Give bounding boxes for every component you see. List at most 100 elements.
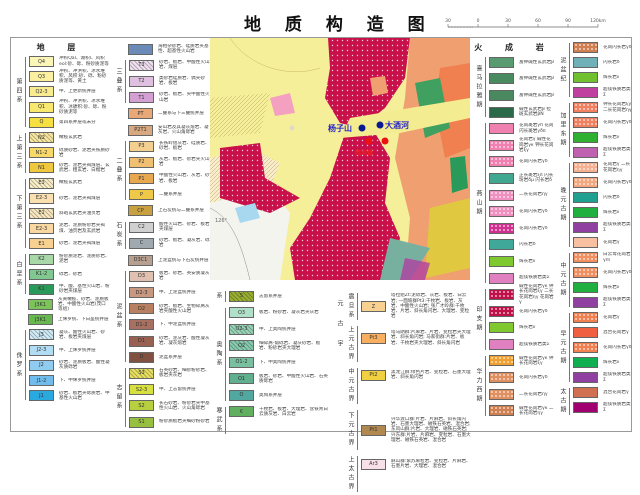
legend-item-text: 超镁铁质岩类Σ xyxy=(603,372,631,383)
legend-swatch xyxy=(489,255,514,267)
legend-item-text: 辉长岩ν xyxy=(603,134,620,140)
legend-group-label xyxy=(112,44,125,54)
legend-item: J2 砂岩、泥质板岩、酸性凝灰质砾岩 xyxy=(29,358,111,373)
legend-swatch xyxy=(489,239,514,251)
legend-group: 上第三系 N2 橄榄玄武岩 N1-2 砾质砂岩、泥岩夹铁质砂岩 N1 砂岩、泥岩夹褐煤层、玄… xyxy=(12,130,110,176)
legend-item: 花岗闪长岩γδ xyxy=(489,154,555,171)
legend-item-text: 砂岩、泥岩夹褐煤层、玄武岩、粗玄岩、白榴岩 xyxy=(59,162,110,173)
legend-item: O2-3 中、上奥陶统并层 xyxy=(229,321,329,338)
legend-item-text: 长石砂岩、粉砂岩夹中基性火山岩、火山角砾岩 xyxy=(159,400,210,411)
legend-swatch xyxy=(573,207,598,218)
legend-swatch: C xyxy=(129,237,154,249)
legend-item: N2 橄榄玄武岩 xyxy=(29,130,111,145)
legend-item-text: 辉长岩ν xyxy=(603,209,620,215)
legend-item: Ar3 麻山群:紫苏麻粒岩、变粒岩、片麻岩、石墨片岩、大理岩、混合岩 xyxy=(361,453,471,475)
legend-item-text: 泥盆系并层 xyxy=(159,354,182,360)
legend-swatch: Pt2 xyxy=(361,369,386,381)
legend-group: 上元古界 Pt3 塔马朗群:片麻岩、片岩、变粒岩夹大理岩、斜长角闪岩; 马家街群:片… xyxy=(344,323,471,365)
legend-group-label: 太古期 xyxy=(556,388,570,415)
legend-group: 加里东期 钾长花岗岩ξγ 二长花岗岩ηγ 花岗闪长岩γδ 辉长岩ν 超镁铁质岩类Σ xyxy=(556,100,632,160)
legend-swatch: J3K1 xyxy=(28,299,53,311)
geologic-map[interactable]: 杨子山 大酒河 西河镇 126° xyxy=(210,38,470,280)
legend-group: 下元古界 Pt1 兴华渡口群:片岩、片麻岩、斜长角闪岩、石墨大理岩、磁铁石英岩、混合… xyxy=(344,407,471,453)
legend-group-label: 第四系 xyxy=(12,57,26,127)
legend-group-label: 燕山期 xyxy=(472,123,486,284)
legend-item: 花岗闪长岩γδ xyxy=(573,115,633,130)
legend-item-text: 混合花岗岩γ xyxy=(603,329,629,335)
legend-item-text: 二叠系与下三叠统并层 xyxy=(158,111,204,117)
legend-item-text: 上侏罗统、下白垩统并层 xyxy=(58,317,109,323)
legend-group-label xyxy=(112,109,125,135)
legend-swatch: D3C1 xyxy=(128,254,153,266)
legend-item: T1 砂岩、板岩、夹中酸性火山岩 xyxy=(129,90,211,106)
legend-group-label: 印支期 xyxy=(472,289,486,350)
legend-item: K2 粉砂质泥岩、泥质砂岩、泥岩 xyxy=(29,251,111,266)
legend-swatch: P3 xyxy=(129,140,154,152)
legend-item: 辉长岩ν xyxy=(573,280,633,295)
legend-group: CP 上石炭统与二叠系并层 xyxy=(112,203,210,219)
legend-group: 晚元古期 花岗岩γ 二长花岗岩ηγ 花岗闪长岩γδ 闪长岩δ 辉长岩ν 超镁铁质岩类Σ 花岗… xyxy=(556,160,632,250)
legend-item-text: 奥陶系并层 xyxy=(259,392,282,398)
legend-item: E2-3 砂岩、泥岩夹褐煤层 xyxy=(29,191,111,206)
legend-swatch xyxy=(489,272,514,284)
legend-swatch: CP xyxy=(128,205,153,217)
legend-group: 下第三系 E3 橄榄玄武岩 E2-3 砂岩、泥岩夹褐煤层 E1 斜斑玄武岩夹油页岩 E2-3 泥… xyxy=(12,176,110,252)
legend-item-text: 酸性火山岩、砂岩、板岩夹煤层 xyxy=(159,221,210,233)
map-label-blue-2: 大酒河 xyxy=(385,121,409,130)
legend-swatch: T2 xyxy=(129,75,154,87)
legend-item: CP 上石炭统与二叠系并层 xyxy=(128,203,210,219)
legend-group: 寒武系 € 千枚岩、板岩、大理岩、含铁青白云质灰岩、白云岩 xyxy=(212,404,330,437)
legend-item-text: 志留系并层 xyxy=(259,293,282,299)
legend-swatch xyxy=(573,102,598,113)
map-label-blue-1: 杨子山 xyxy=(328,124,352,133)
legend-group: 系 S 志留系并层 xyxy=(212,288,330,305)
legend-swatch: D2-3 xyxy=(129,287,154,299)
legend-swatch: T1 xyxy=(129,92,154,104)
legend-group: 泥盆系 D3 板岩、砂岩、英安质凝灰岩 D2-3 中、上泥盆统并层 D2 砂岩、板岩、生物碎… xyxy=(112,268,210,365)
legend-item: 二长花岗岩ηγ xyxy=(489,187,555,204)
legend-swatch xyxy=(489,222,514,234)
legend-item: D 泥盆系并层 xyxy=(129,349,211,365)
legend-item: Z 塔拉组Zt:泥砾岩、灰岩、板岩、白云岩; 一面坡群Pt3:千枚岩、板岩、灰岩、… xyxy=(361,290,471,323)
legend-swatch: S1 xyxy=(129,416,154,428)
legend-item: D1 砂岩、泥灰岩、酸性凝灰岩、凝灰熔岩 xyxy=(129,333,211,349)
legend-item: 超镁铁质岩类Σ xyxy=(573,400,633,415)
legend-item-text: 花岗岩γ 二长花岗岩ηγ xyxy=(603,162,631,173)
legend-item-text: 花岗斑岩γπ 花岗闪长斑岩γδπ xyxy=(519,123,554,134)
legend-group: 志留系 S3 石英砂岩、细砂粉砂岩、板岩夹灰岩 S2-3 中、上志留统并层 S2 长石砂岩、… xyxy=(112,365,210,430)
legend-group: 燕山期 花岗斑岩γπ 花岗闪长斑岩γδπ 花岗岩γ 碱性花岗岩γκ 钾长花岗岩ξγ 花… xyxy=(472,120,556,286)
legend-item: O1 板岩、砂岩、中酸性火山岩、石英质砾岩 xyxy=(229,371,329,388)
legend-swatch xyxy=(489,388,514,400)
legend-item-text: 橄榄玄武岩 xyxy=(59,134,82,140)
legend-item: 花岗岩γ 二长花岗岩ηγ xyxy=(573,160,633,175)
legend-item: 混合花岗岩γ xyxy=(573,325,633,340)
legend-item-text: 长铁岭组灰岩、硅质岩、砂岩、板岩 xyxy=(159,141,210,152)
legend-swatch xyxy=(489,405,514,417)
legend-swatch: O2 xyxy=(229,340,254,352)
legend-igneous-col2: 泥盆纪 花岗闪长岩γδ 闪长岩δ 辉长岩ν 超镁铁质岩类Σ 加里东期 钾长花岗岩ξγ 二长花… xyxy=(556,40,632,418)
legend-group-label: 早元古期 xyxy=(556,313,570,382)
legend-item-text: 中、上奥陶统并层 xyxy=(259,326,296,332)
legend-item-text: 砂岩、板岩、凝灰岩、砾岩 xyxy=(159,238,210,249)
legend-item: Pt1 兴华渡口群:片岩、片麻岩、斜长角闪岩、石墨大理岩、磁铁石英岩、混合岩; 东… xyxy=(361,407,471,453)
legend-item: 花岗闪长岩γδ xyxy=(573,265,633,280)
legend-item-text: 砾质砂岩、泥岩夹铁质砂岩 xyxy=(59,147,110,158)
legend-swatch xyxy=(489,89,514,101)
legend-igneous-col1: 火 成 岩 喜马拉雅期 富钾碱性玄武岩β 富钾碱性玄武岩β 富钾碱性玄武岩β 碱性玄武岩… xyxy=(472,40,556,419)
legend-item-text: 花岗闪长岩γδ xyxy=(519,159,548,165)
legend-item: Q4 冲积Qal、湖积l、风积eol:砂、砾、粉砂质泥等 xyxy=(29,54,111,69)
legend-item-text: 细碎屑-角砾岩、凝灰砂岩、板岩、粉砂岩夹大理岩 xyxy=(259,340,321,351)
legend-item-text: 粉砂质泥岩、泥质砂岩、泥岩 xyxy=(59,253,110,265)
legend-item: 花岗岩γ xyxy=(573,235,633,250)
legend-group-label: 华力西期 xyxy=(472,355,486,417)
legend-item-text: 砂岩、泥岩夹褐煤层 xyxy=(59,241,101,247)
legend-group-proterozoic: 元古宇 xyxy=(336,300,343,360)
legend-item-text: 砂岩、板岩夹砾质岩、中基性火山岩 xyxy=(59,390,110,401)
legend-swatch: E3 xyxy=(29,177,54,189)
legend-swatch: P2T1 xyxy=(128,124,153,136)
legend-group-label: 上元古界 xyxy=(344,326,358,362)
legend-item-text: 塔拉组Zt:泥砾岩、灰岩、板岩、白云岩; 一面坡群Pt3:千枚岩、板岩、灰岩、中… xyxy=(391,293,470,320)
legend-item-text: 混合花岗岩γ xyxy=(603,389,629,395)
legend-swatch xyxy=(489,139,514,151)
legend-item: 闪长岩δ xyxy=(573,190,633,205)
